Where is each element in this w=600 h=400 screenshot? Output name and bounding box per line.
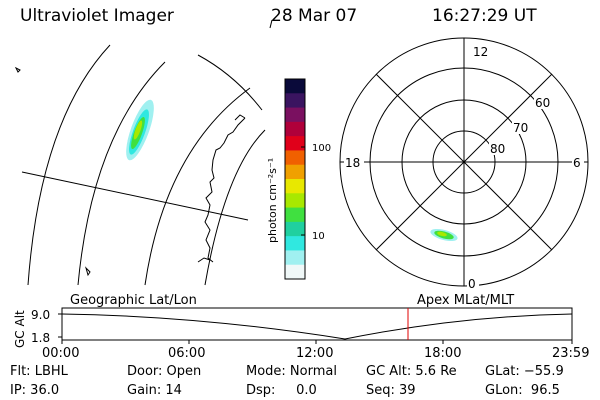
colorbar: 100 10 photon cm⁻²s⁻¹: [266, 78, 331, 280]
coastline: [234, 114, 246, 121]
longitude-line: [21, 171, 249, 221]
colorbar-cell: [285, 236, 305, 251]
colorbar-cell: [285, 179, 305, 194]
timeline-xtick-2359: 23:59: [552, 346, 590, 361]
latitude-arc: [144, 87, 251, 286]
observation-date: 28 Mar 07: [271, 6, 358, 26]
mode-info: Mode: Normal: [246, 364, 337, 379]
timeline-axis-label: GC Alt: [13, 310, 27, 348]
filter-info: Flt: LBHL: [10, 364, 68, 379]
timeline-xtick-0600: 06:00: [168, 346, 206, 361]
glon-info: GLon: 96.5: [485, 383, 560, 398]
colorbar-cell: [285, 150, 305, 166]
mlt-label-12: 12: [473, 45, 488, 59]
timeline-ytick-9: 9.0: [31, 308, 50, 322]
dsp-info: Dsp: 0.0: [246, 383, 317, 398]
island: [14, 66, 21, 73]
timeline-xtick-1800: 18:00: [424, 346, 462, 361]
polar-aurora-emission: [430, 228, 458, 242]
colorbar-cell: [285, 193, 305, 209]
colorbar-cell: [285, 264, 305, 280]
island: [84, 266, 91, 277]
timeline-xtick-1200: 12:00: [296, 346, 334, 361]
coastline: [204, 117, 246, 263]
colorbar-cell: [285, 164, 305, 180]
gain-info: Gain: 14: [127, 383, 182, 398]
polar-mlt-plot: 12 18 6 0 60 70 80: [339, 37, 589, 291]
lat-label-60: 60: [535, 96, 550, 110]
mlt-label-18: 18: [345, 156, 360, 170]
colorbar-cell: [285, 107, 305, 123]
coastline: [197, 257, 211, 263]
mlt-label-0: 0: [468, 277, 476, 291]
observation-time: 16:27:29 UT: [432, 6, 537, 26]
colorbar-cell: [285, 93, 305, 109]
colorbar-gradient: [285, 79, 305, 280]
timeline-ytick-1-8: 1.8: [31, 331, 50, 345]
timeline-right-title: Apex MLat/MLT: [417, 293, 515, 308]
polar-axis: [375, 73, 553, 251]
timeline-left-title: Geographic Lat/Lon: [70, 293, 197, 308]
lat-label-80: 80: [490, 142, 505, 156]
door-info: Door: Open: [127, 364, 202, 379]
colorbar-cell: [285, 250, 305, 266]
lat-label-70: 70: [513, 121, 528, 135]
glat-info: GLat: −55.9: [485, 364, 564, 379]
latitude-arc: [27, 44, 111, 286]
map-aurora-emission: [126, 99, 154, 161]
altitude-curve: [61, 313, 573, 340]
latitude-arc: [77, 61, 166, 286]
mlt-label-6: 6: [573, 156, 581, 170]
colorbar-unit-label: photon cm⁻²s⁻¹: [266, 158, 279, 243]
gc-alt-info: GC Alt: 5.6 Re: [366, 364, 457, 379]
colorbar-cell: [285, 79, 305, 94]
altitude-timeline: GC Alt 9.0 1.8: [13, 307, 573, 348]
colorbar-cell: [285, 207, 305, 223]
timeline-xtick-0000: 00:00: [42, 346, 80, 361]
seq-info: Seq: 39: [366, 383, 416, 398]
colorbar-tick-10: 10: [312, 231, 325, 242]
latitude-arc: [197, 54, 263, 111]
colorbar-tick-100: 100: [312, 143, 331, 154]
ip-info: IP: 36.0: [10, 383, 60, 398]
colorbar-cell: [285, 121, 305, 137]
colorbar-cell: [285, 221, 305, 237]
instrument-title: Ultraviolet Imager: [20, 6, 174, 26]
colorbar-cell: [285, 136, 305, 151]
